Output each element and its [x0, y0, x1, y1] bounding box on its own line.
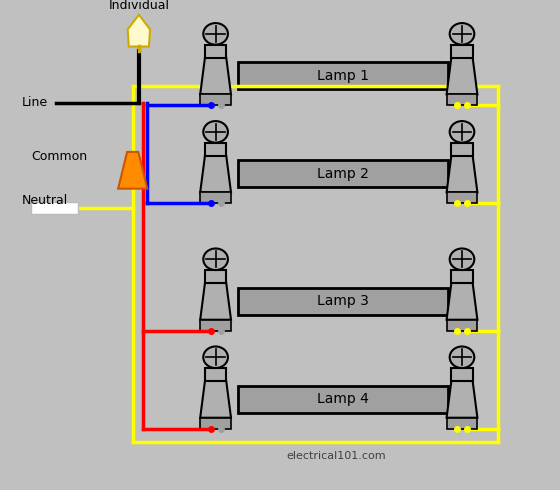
Text: Line: Line [21, 97, 48, 109]
Bar [451, 270, 473, 283]
Polygon shape [446, 58, 477, 94]
Bar [200, 192, 231, 203]
Bar [446, 94, 477, 105]
Bar [238, 288, 448, 315]
Polygon shape [200, 381, 231, 417]
Circle shape [203, 121, 228, 143]
Bar [451, 143, 473, 156]
Circle shape [203, 23, 228, 45]
Text: Individual: Individual [109, 0, 169, 12]
Bar [446, 192, 477, 203]
Bar [200, 94, 231, 105]
Bar [451, 368, 473, 381]
Polygon shape [200, 58, 231, 94]
Text: Lamp 3: Lamp 3 [317, 294, 369, 308]
Bar [205, 368, 226, 381]
Text: electrical101.com: electrical101.com [286, 451, 386, 461]
Bar [446, 417, 477, 428]
Text: Lamp 4: Lamp 4 [317, 392, 369, 406]
Bar [200, 319, 231, 330]
Bar [205, 45, 226, 58]
Polygon shape [118, 152, 147, 189]
Polygon shape [446, 156, 477, 192]
Circle shape [203, 248, 228, 270]
Text: Lamp 2: Lamp 2 [317, 167, 369, 181]
Polygon shape [128, 15, 150, 47]
Circle shape [450, 121, 474, 143]
Text: Neutral: Neutral [21, 195, 68, 207]
Circle shape [203, 346, 228, 368]
Polygon shape [200, 156, 231, 192]
Bar [238, 160, 448, 187]
Circle shape [450, 23, 474, 45]
Circle shape [450, 346, 474, 368]
Polygon shape [446, 381, 477, 417]
Bar [205, 270, 226, 283]
Bar [451, 45, 473, 58]
Bar [446, 319, 477, 330]
Bar [238, 386, 448, 413]
Polygon shape [200, 283, 231, 319]
Bar [31, 202, 78, 214]
Circle shape [450, 248, 474, 270]
Bar [200, 417, 231, 428]
Polygon shape [446, 283, 477, 319]
Text: Common: Common [31, 150, 87, 163]
Text: Lamp 1: Lamp 1 [317, 69, 369, 83]
Bar [238, 62, 448, 89]
Bar [205, 143, 226, 156]
